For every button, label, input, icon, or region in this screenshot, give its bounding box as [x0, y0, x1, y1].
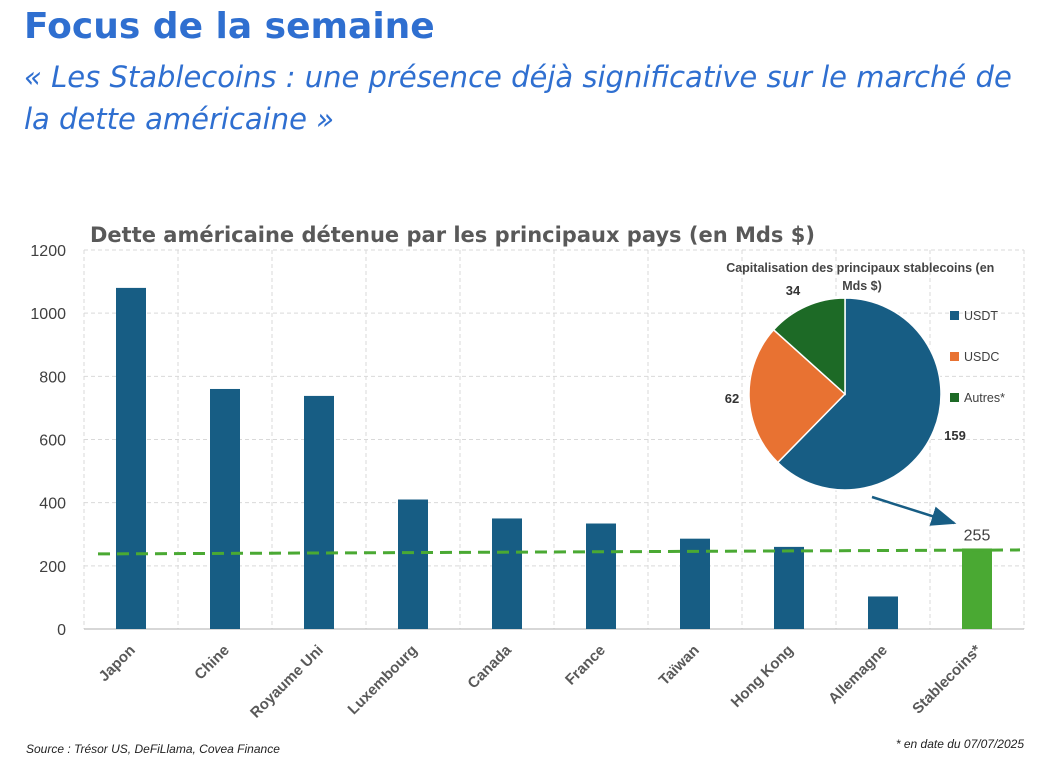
- x-tick-label: Hong Kong: [728, 642, 797, 711]
- pie-legend: USDT USDC Autres*: [950, 309, 1005, 405]
- legend-swatch: [950, 393, 959, 402]
- bar: [116, 287, 146, 629]
- x-tick-label: Stablecoins*: [909, 642, 985, 718]
- legend-label: USDC: [964, 350, 999, 364]
- pie-slice: [748, 328, 847, 464]
- legend-label: USDT: [964, 309, 998, 323]
- bar: [210, 388, 240, 629]
- y-axis: 0 200 400 600 800 1000 1200: [30, 243, 66, 639]
- callout-arrow: [871, 495, 957, 526]
- x-tick-label: Allemagne: [825, 642, 891, 708]
- legend-swatch: [950, 352, 959, 361]
- bar: [680, 538, 710, 629]
- page-title: Focus de la semaine: [24, 6, 435, 47]
- pie-chart: Capitalisation des principaux stablecoin…: [725, 261, 1005, 491]
- y-tick-label: 800: [39, 369, 66, 386]
- source-note: Source : Trésor US, DeFiLlama, Covea Fin…: [26, 742, 280, 756]
- reference-line: [97, 548, 1021, 556]
- chart: Dette américaine détenue par les princip…: [30, 223, 1025, 722]
- x-tick-label: France: [562, 642, 609, 689]
- pie-title: Capitalisation des principaux stablecoin…: [726, 261, 998, 293]
- y-tick-label: 200: [39, 559, 66, 576]
- pie-value-label: 62: [725, 391, 739, 406]
- date-note: * en date du 07/07/2025: [895, 737, 1024, 751]
- pie-value-label: 34: [786, 283, 801, 298]
- pie-value-labels: 159 62 34: [725, 283, 966, 443]
- x-tick-label: Japon: [96, 642, 139, 685]
- x-tick-label: Royaume Uni: [247, 642, 327, 722]
- x-tick-label: Canada: [464, 641, 515, 692]
- pie-slices: [748, 297, 942, 491]
- bar: [774, 546, 804, 629]
- bar: [962, 548, 992, 629]
- data-label: 255: [964, 527, 991, 544]
- pie-slice: [776, 297, 942, 491]
- pie-slice: [772, 297, 846, 396]
- bar-series: [116, 287, 992, 629]
- reference-line-group: [97, 548, 1021, 556]
- bar: [304, 395, 334, 629]
- y-tick-label: 600: [39, 433, 66, 450]
- y-tick-label: 0: [57, 622, 66, 639]
- pie-title-line-1: Capitalisation des principaux stablecoin…: [726, 261, 994, 275]
- bar: [586, 523, 616, 629]
- x-tick-label: Taïwan: [656, 642, 703, 689]
- y-tick-label: 1200: [30, 243, 66, 260]
- page-subtitle: « Les Stablecoins : une présence déjà si…: [24, 60, 1012, 136]
- bar: [398, 499, 428, 629]
- data-labels: 255: [964, 527, 991, 544]
- y-tick-label: 400: [39, 496, 66, 513]
- legend-swatch: [950, 311, 959, 320]
- x-axis: Japon Chine Royaume Uni Luxembourg Canada Fra…: [96, 641, 985, 721]
- legend-label: Autres*: [964, 391, 1005, 405]
- pie-title-line-2: Mds $): [842, 279, 882, 293]
- x-tick-label: Chine: [191, 642, 232, 683]
- y-tick-label: 1000: [30, 306, 66, 323]
- bar: [492, 518, 522, 629]
- bar: [868, 596, 898, 629]
- chart-title: Dette américaine détenue par les princip…: [90, 223, 815, 247]
- x-tick-label: Luxembourg: [345, 642, 421, 718]
- pie-value-label: 159: [944, 428, 966, 443]
